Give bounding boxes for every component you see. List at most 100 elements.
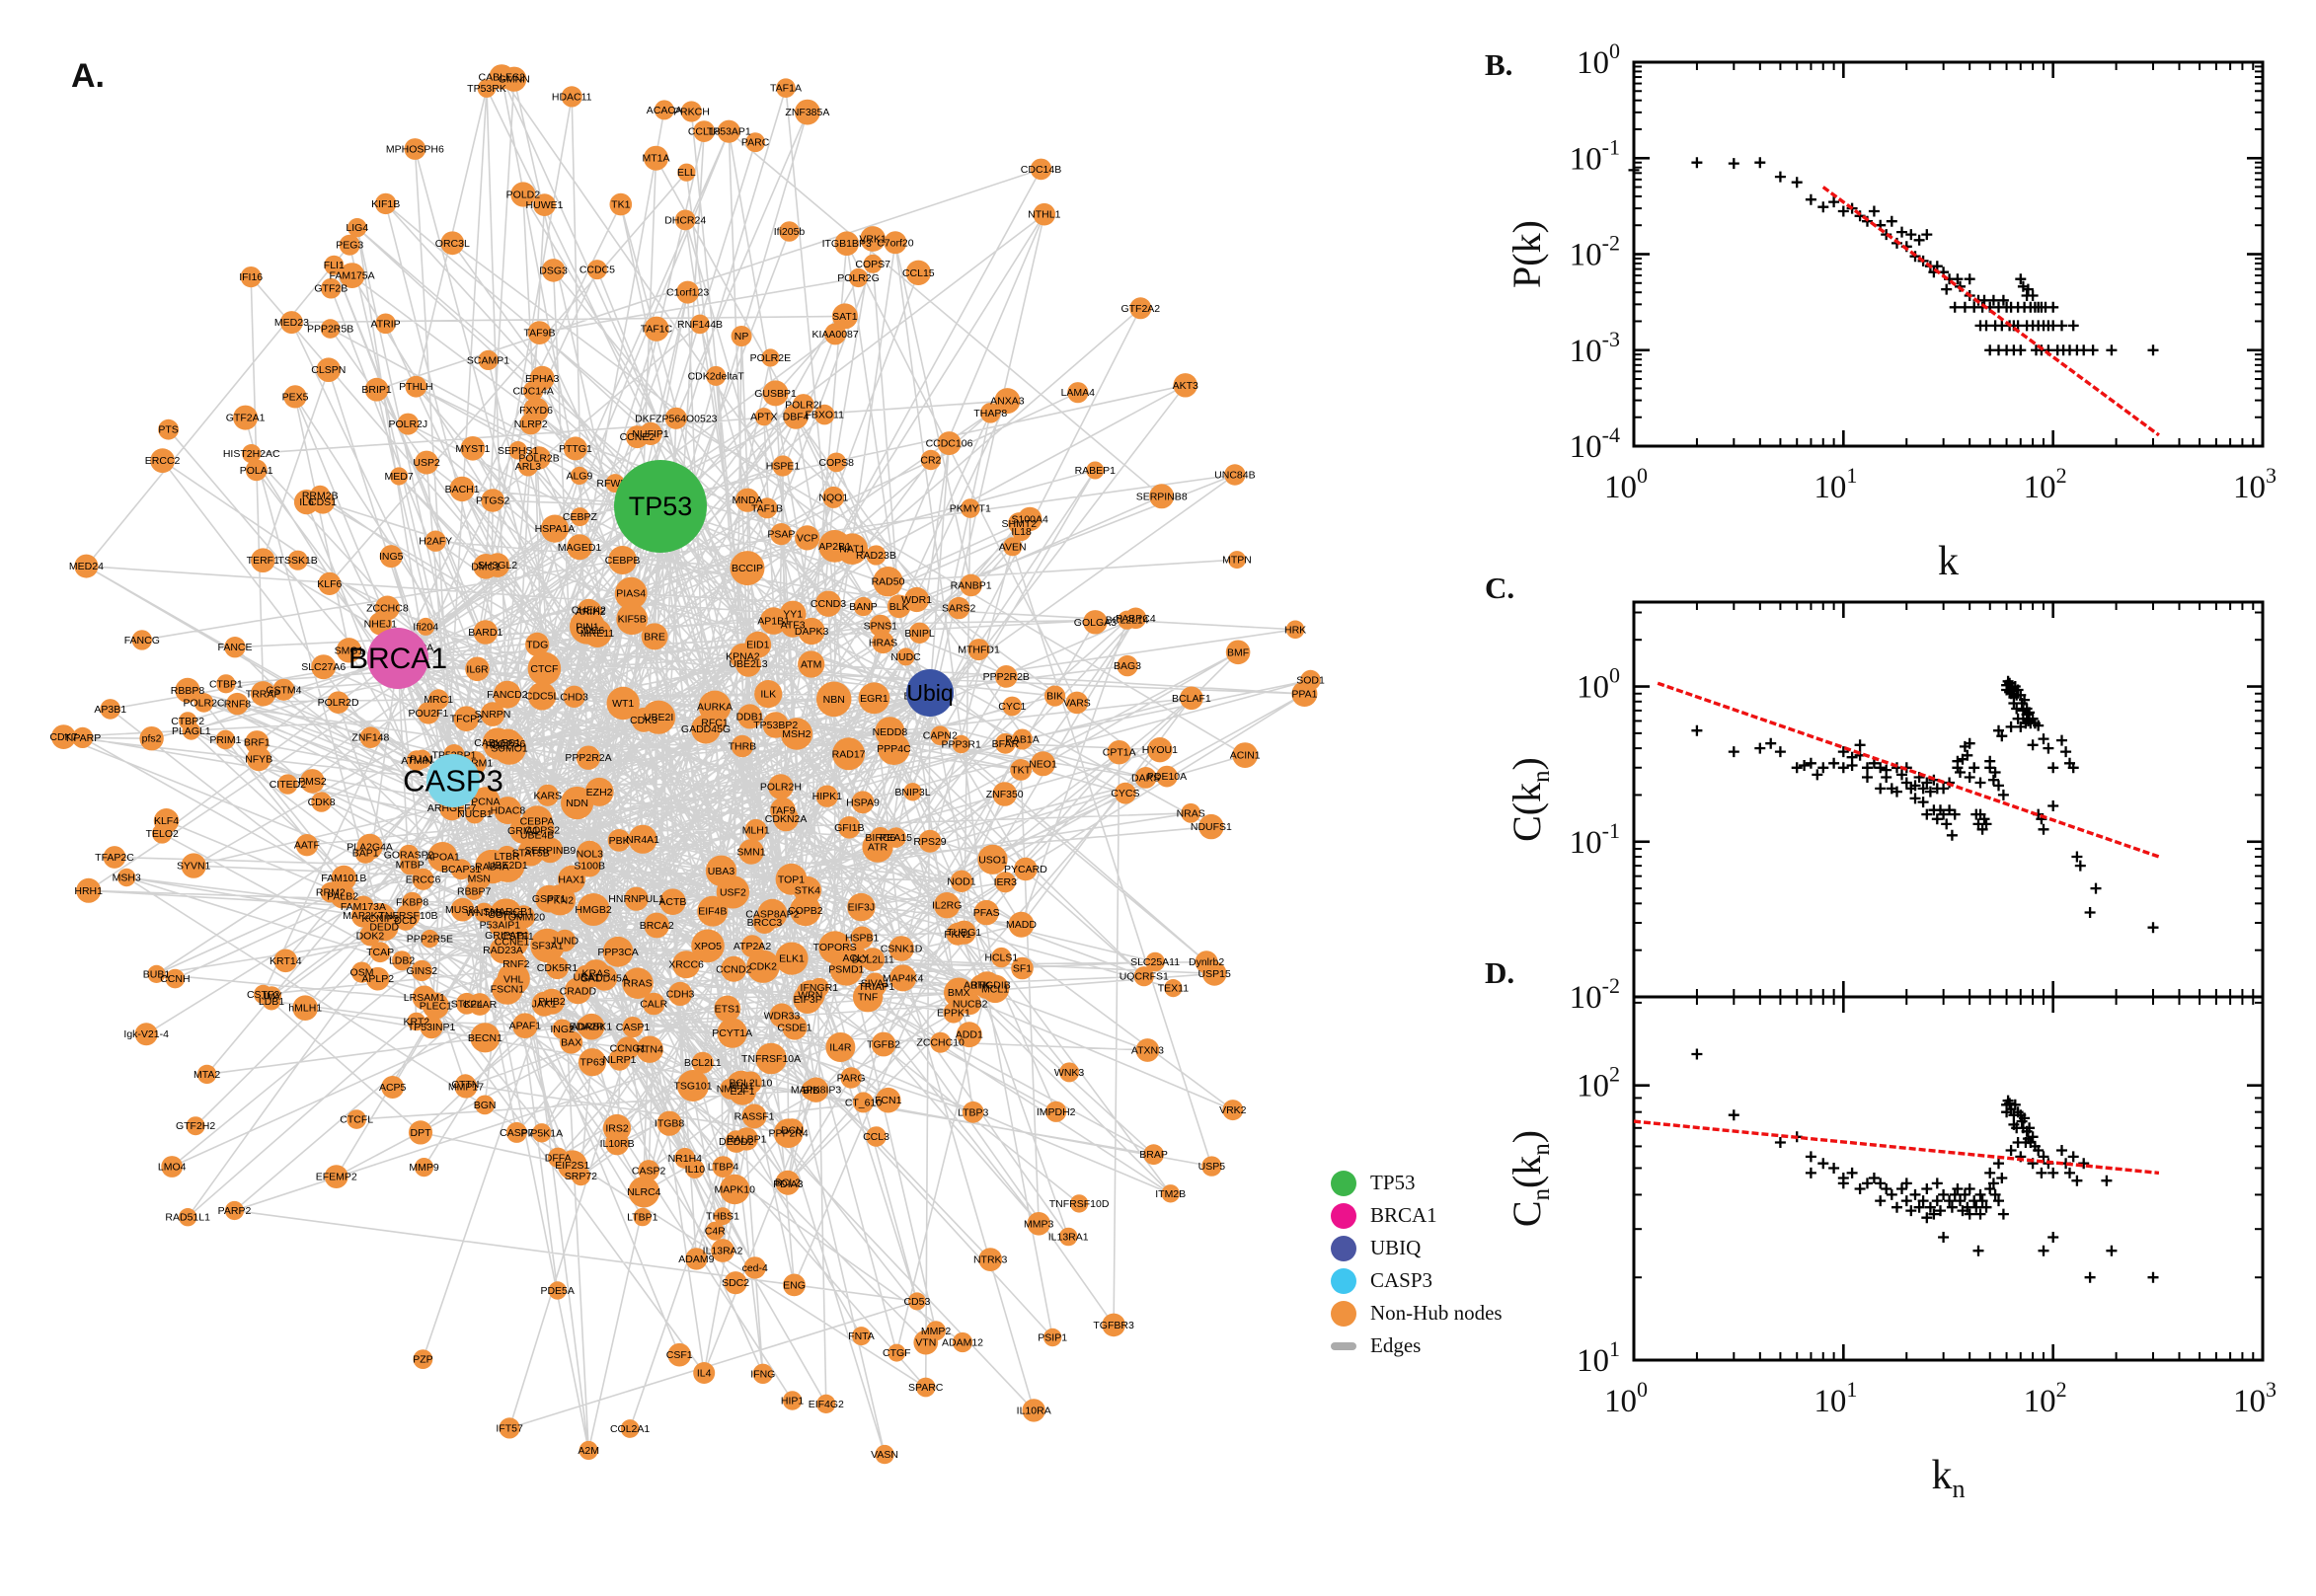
network-node-label: PYCARD [1004,864,1047,875]
network-node [473,620,499,645]
network-node-label: hMLH1 [288,1003,322,1015]
network-node-label: RALBP1 [727,1133,766,1145]
network-node-label: PKN1 [944,929,971,941]
network-node-label: USF2 [720,886,746,898]
legend-label: Non-Hub nodes [1370,1301,1503,1325]
network-node-label: ATM [801,659,821,671]
network-node-label: SYVN1 [177,861,211,873]
network-node-label: HIP1 [781,1396,805,1407]
network-node-label: BMX [948,987,970,999]
network-node [908,622,931,644]
network-node [920,449,942,471]
network-node-label: CDC14A [512,386,553,398]
network-node-label: UBE2D1 [488,860,528,872]
network-node [1065,691,1089,715]
network-node-label: ZCCHC8 [366,603,409,615]
network-node-label: KLF4 [154,815,179,827]
network-node [117,868,136,887]
network-node-label: DDB1 [736,711,764,722]
network-node-label: TIPARP [64,732,101,744]
network-node [815,785,838,807]
network-node-label: PCNA [471,797,500,808]
network-node [659,888,686,915]
network-node [620,1419,640,1438]
network-node-label: BACH1 [445,484,480,495]
network-node-label: WDR1 [901,594,932,606]
network-node [858,682,890,715]
network-node-label: TAF1B [751,502,783,514]
network-node-label: POLA1 [240,465,273,477]
network-node [1067,382,1089,404]
network-node-label: SERPINB9 [524,845,576,857]
network-node-label: PTGS2 [476,495,510,507]
network-node-label: THBS1 [706,1211,739,1223]
network-node [1083,610,1108,635]
network-node-label: PIP5K1A [520,1127,563,1139]
x-axis-title: kn [1931,1453,1965,1503]
network-node-label: CTTN [451,1079,479,1091]
network-node-label: BCL2 [775,1178,801,1189]
network-node-label: CLSPN [311,364,346,376]
network-node [283,385,307,409]
network-node [755,1042,787,1075]
network-node-label: IRS2 [605,1123,629,1135]
network-node-label: EZH2 [586,787,613,798]
network-node [783,1273,806,1297]
network-node [161,1156,184,1178]
network-node [871,1031,896,1057]
network-node-label: S100B [574,860,605,872]
network-node [888,1343,906,1362]
network-node [536,784,559,806]
network-node-label: IL13RA1 [1048,1232,1089,1244]
network-node-label: HDAC8 [491,805,526,817]
network-node [705,855,737,886]
network-node [505,1121,527,1143]
network-node [616,603,649,636]
network-node-label: GTF2H2 [176,1120,215,1132]
network-node [1143,1144,1164,1166]
network-node [685,1248,708,1270]
network-node-label: EIF3F [794,994,822,1006]
network-node-label: ALG9 [566,471,592,483]
plot-frame [1632,600,2265,999]
network-node-label: SLC27A6 [301,661,346,673]
network-node-label: ADD1 [956,1029,983,1041]
network-node [1164,979,1183,998]
network-node-label: CTCFL [340,1114,373,1126]
network-node-label: JUND [551,936,579,948]
network-node [1149,484,1175,509]
network-node-label: PEX5 [282,391,309,403]
network-node [937,431,962,456]
network-node-label: APTX [750,412,777,423]
network-node [375,313,396,335]
network-node [672,950,701,979]
network-node [395,909,417,931]
network-node [848,267,869,288]
network-node-label: LTBP3 [958,1106,988,1118]
network-node-label: MAPK10 [714,1184,755,1196]
network-node-label: PKMYT1 [950,503,991,515]
network-node [427,689,449,711]
network-node-label: BCL2L1 [684,1057,722,1069]
network-node-label: MPHOSPH6 [386,144,444,156]
network-node [1147,737,1173,763]
network-node-label: LMO4 [158,1162,187,1174]
network-node [847,892,876,922]
network-node-label: YY1 [783,609,803,621]
network-node-label: PPP2R5B [307,324,353,336]
network-node [420,1016,443,1039]
network-node [226,692,249,716]
network-node [873,567,903,597]
network-node-label: ENG [783,1279,806,1291]
network-node [738,839,764,865]
network-node-label: SHMT2 [1002,518,1038,530]
plot-ticks [1632,60,2265,448]
network-node [602,936,634,967]
network-node-label: BTK [970,980,990,992]
network-node [798,650,825,678]
network-node [743,1256,766,1279]
network-node [413,1349,433,1369]
network-node [1285,620,1305,640]
network-node-label: MRE11 [580,628,614,640]
